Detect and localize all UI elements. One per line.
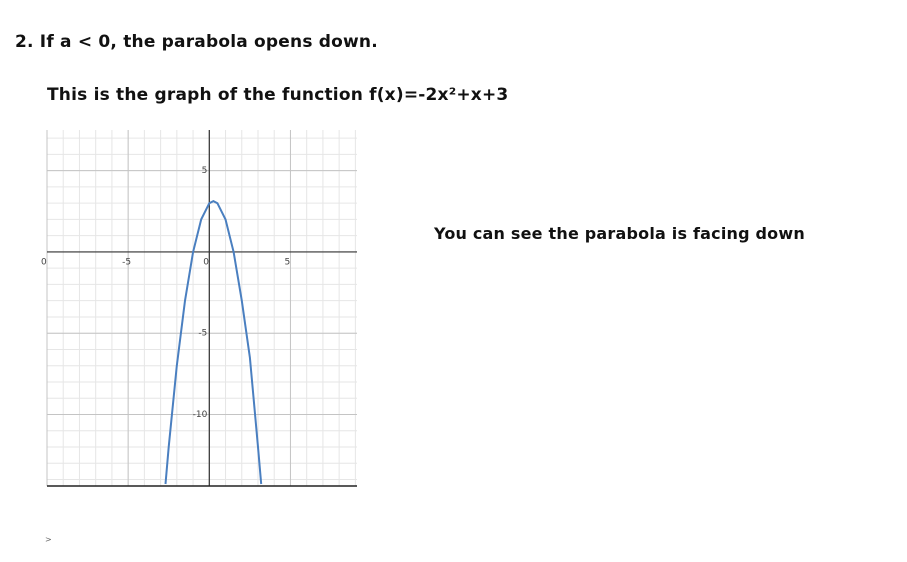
heading: 2. If a < 0, the parabola opens down.	[15, 32, 378, 52]
marker: >	[45, 535, 52, 544]
y-tick-label: -10	[193, 410, 208, 420]
side-note: You can see the parabola is facing down	[434, 224, 805, 243]
x-tick-label: 5	[284, 257, 290, 267]
x-tick-label: -5	[122, 257, 131, 267]
y-tick-label: 5	[202, 166, 208, 176]
y-tick-label: -5	[198, 329, 207, 339]
parabola	[164, 199, 263, 485]
x-tick-label: 0	[41, 257, 47, 267]
x-tick-label: 0	[203, 257, 209, 267]
graph-caption: This is the graph of the function f(x)=-…	[47, 85, 509, 105]
